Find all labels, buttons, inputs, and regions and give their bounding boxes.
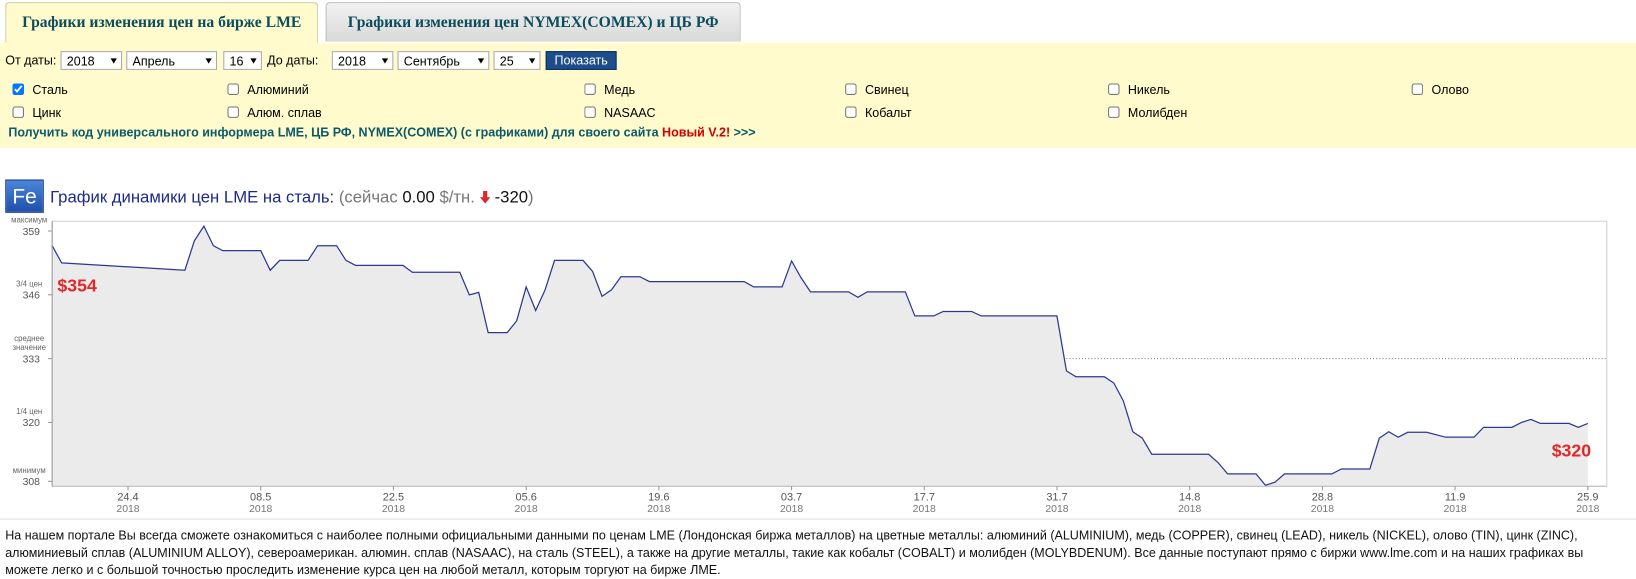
x-tick-year: 2018: [1045, 504, 1068, 515]
checkbox-label: Свинец: [864, 82, 909, 98]
checkbox[interactable]: [1108, 83, 1120, 95]
now: (сейчас: [338, 188, 398, 207]
checkbox[interactable]: [227, 106, 239, 118]
y-tick-label: 346: [23, 291, 41, 302]
x-tick-label: 25.9: [1577, 492, 1598, 504]
checkbox-label: Алюм. сплав: [247, 105, 322, 120]
tab[interactable]: Графики изменения цен NYMEX(COMEX) и ЦБ …: [325, 2, 741, 42]
change: -320: [494, 188, 529, 207]
checkbox-label: Алюминий: [247, 82, 309, 98]
x-tick-year: 2018: [1444, 504, 1467, 515]
chart-header: Fe График динамики цен LME на сталь: (се…: [0, 179, 939, 214]
annotation: $320: [1552, 440, 1592, 460]
x-tick-label: 24.4: [117, 492, 138, 504]
annotation: $354: [57, 276, 97, 296]
footer-text: На нашем портале Вы всегда сможете ознак…: [5, 527, 1584, 577]
select-year[interactable]: 2018: [331, 51, 394, 70]
x-tick-label: 17.7: [914, 492, 935, 504]
x-tick-year: 2018: [647, 504, 670, 515]
x-tick-label: 31.7: [1046, 492, 1067, 504]
x-tick-label: 28.8: [1312, 492, 1333, 504]
x-tick-label: 14.8: [1179, 492, 1200, 504]
x-tick-year: 2018: [382, 504, 405, 515]
checkbox-label: Никель: [1127, 82, 1170, 98]
checkbox-label: Цинк: [32, 105, 62, 120]
checkbox[interactable]: [12, 83, 24, 95]
checkbox[interactable]: [12, 106, 24, 118]
checkbox-label: Медь: [604, 82, 636, 98]
checkbox[interactable]: [584, 83, 596, 95]
checkbox-label: Молибден: [1127, 105, 1188, 120]
from-label: От даты:: [5, 53, 57, 68]
tab-active[interactable]: Графики изменения цен на бирже LME: [5, 2, 319, 45]
new-badge: Новый V.2!: [662, 125, 731, 140]
more: >>>: [733, 125, 756, 140]
x-tick-label: 11.9: [1445, 492, 1465, 504]
checkbox[interactable]: [584, 106, 596, 118]
show-button[interactable]: Показать: [545, 51, 617, 70]
y-tick-label: 308: [23, 477, 41, 488]
price: 0.00: [402, 188, 435, 207]
y-tick-caption: 1/4 цен: [16, 407, 42, 416]
select-month[interactable]: Апрель: [126, 51, 218, 70]
chart-title: График динамики цен LME на сталь: (сейча…: [50, 189, 534, 208]
checkbox-label: Сталь: [32, 82, 68, 98]
x-tick-year: 2018: [1576, 504, 1599, 515]
x-tick-label: 19.6: [648, 492, 669, 504]
x-tick-label: 08.5: [250, 492, 271, 504]
checkbox[interactable]: [1108, 106, 1120, 118]
paren: ): [528, 188, 534, 207]
divider: [0, 518, 1636, 520]
checkbox-label: Кобальт: [864, 105, 912, 120]
to-label: До даты:: [267, 53, 319, 68]
y-tick-caption: значение: [12, 343, 46, 352]
select-day[interactable]: 25: [493, 51, 541, 70]
x-tick-year: 2018: [515, 504, 538, 515]
informer-text: Получить код универсального информера LM…: [8, 125, 659, 140]
checkbox[interactable]: [845, 83, 857, 95]
y-tick-label: 359: [23, 227, 41, 238]
x-tick-label: 05.6: [515, 492, 536, 504]
price-line: [51, 224, 1589, 486]
y-tick-label: 333: [23, 354, 41, 365]
checkbox[interactable]: [227, 83, 239, 95]
checkbox-label: Олово: [1431, 82, 1469, 98]
y-tick-label: 320: [23, 418, 41, 429]
area: [52, 226, 1588, 487]
select-year[interactable]: 2018: [60, 51, 123, 70]
x-tick-label: 22.5: [383, 492, 404, 504]
checkbox[interactable]: [845, 106, 857, 118]
x-tick-year: 2018: [780, 504, 803, 515]
x-tick-year: 2018: [249, 504, 272, 515]
title: График динамики цен LME на сталь:: [50, 188, 335, 207]
select-day[interactable]: 16: [223, 51, 262, 70]
x-tick-year: 2018: [116, 504, 139, 515]
select-month[interactable]: Сентябрь: [397, 51, 490, 70]
filter-panel: От даты: 2018 Апрель 16 До даты: 2018 Се…: [0, 42, 1636, 149]
y-tick-caption: 3/4 цен: [16, 279, 42, 288]
x-tick-year: 2018: [1311, 504, 1334, 515]
metal-icon: Fe: [5, 179, 44, 213]
y-tick-caption: минимум: [13, 466, 46, 475]
unit: $/тн.: [439, 188, 475, 207]
y-tick-caption: максимум: [11, 216, 47, 225]
informer-link[interactable]: Получить код универсального информера LM…: [8, 125, 755, 140]
y-tick-caption: среднее: [14, 334, 44, 343]
down-arrow: [479, 190, 490, 204]
checkbox[interactable]: [1411, 83, 1424, 95]
x-tick-label: 03.7: [781, 492, 802, 504]
checkbox-label: NASAAC: [604, 105, 656, 120]
x-tick-year: 2018: [913, 504, 936, 515]
x-tick-year: 2018: [1178, 504, 1201, 515]
